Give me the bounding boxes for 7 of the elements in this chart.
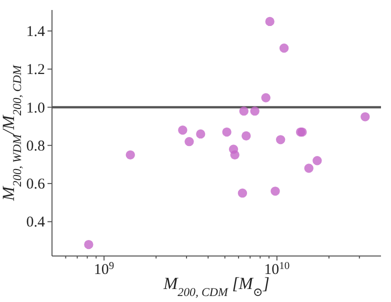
x-tick-label: 10$^{9}$	[94, 260, 114, 278]
y-tick-label: 1.4	[26, 24, 46, 40]
y-tick-label: 0.8	[26, 138, 45, 154]
y-tick-label: 0.4	[26, 214, 46, 231]
y-tick-label: 1.2	[26, 62, 45, 78]
y-tick-label: 0.6	[26, 176, 46, 193]
y-tick-label: 1.0	[26, 100, 45, 116]
